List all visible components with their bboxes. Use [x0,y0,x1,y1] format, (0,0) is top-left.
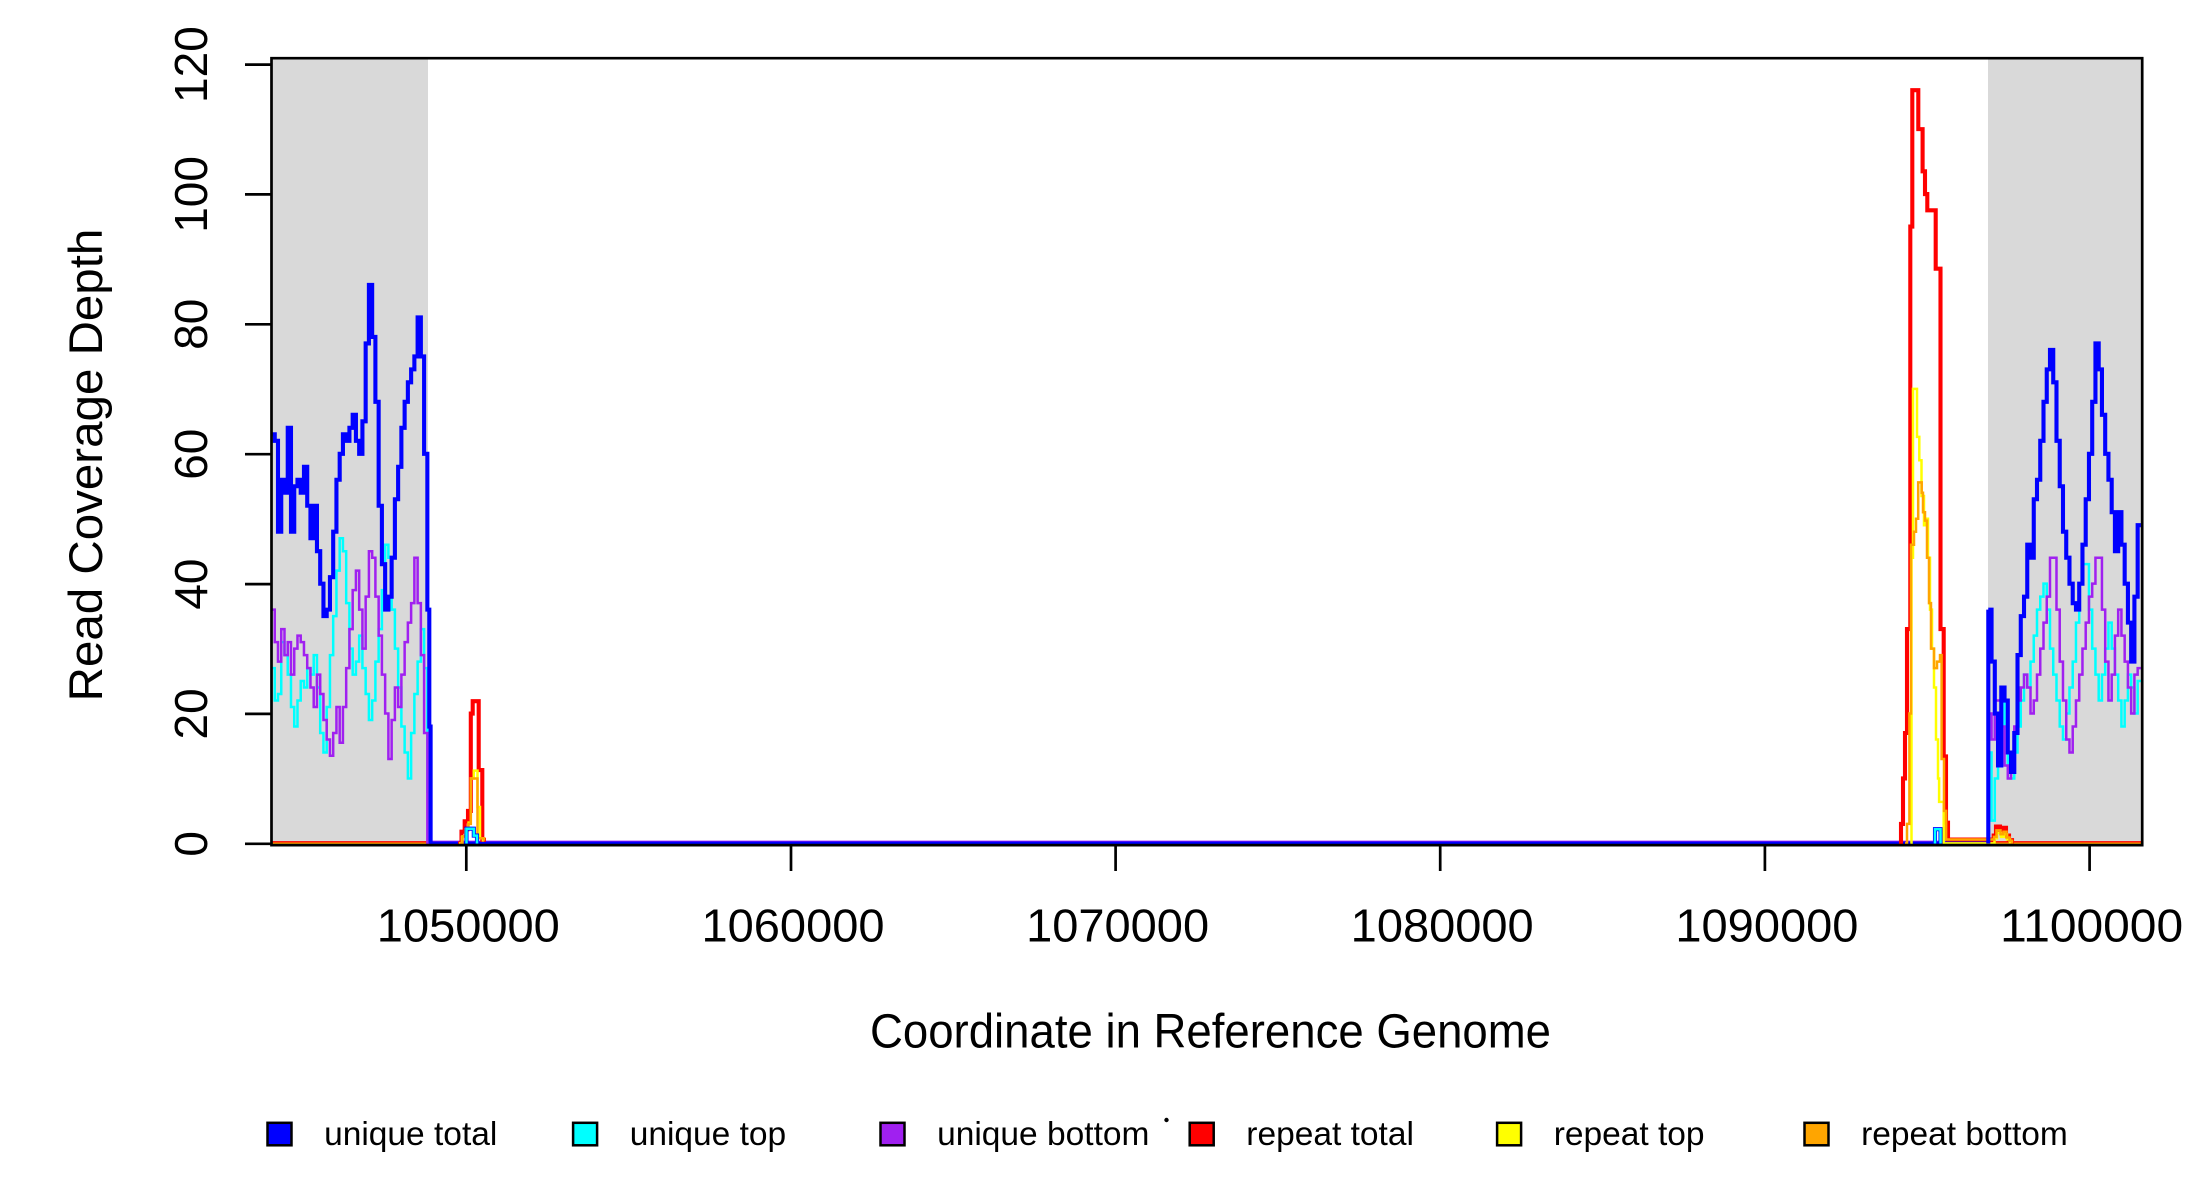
svg-text:1070000: 1070000 [1026,900,1209,952]
svg-text:20: 20 [165,688,217,739]
svg-text:1050000: 1050000 [377,900,560,952]
svg-text:repeat top: repeat top [1554,1116,1705,1153]
svg-text:repeat total: repeat total [1246,1116,1414,1153]
svg-text:80: 80 [165,299,217,350]
svg-text:1060000: 1060000 [702,900,885,952]
svg-text:0: 0 [165,831,217,857]
svg-text:120: 120 [165,26,217,103]
svg-text:40: 40 [165,559,217,610]
svg-text:unique top: unique top [630,1116,786,1153]
svg-text:1100000: 1100000 [2000,900,2183,952]
svg-text:unique bottom: unique bottom [937,1116,1149,1153]
svg-text:1080000: 1080000 [1351,900,1534,952]
svg-text:60: 60 [165,429,217,480]
svg-text:repeat bottom: repeat bottom [1861,1116,2068,1153]
svg-text:100: 100 [165,156,217,233]
svg-text:1090000: 1090000 [1675,900,1858,952]
svg-text:Coordinate in Reference Genome: Coordinate in Reference Genome [870,1005,1551,1059]
svg-text:unique total: unique total [324,1116,497,1153]
svg-text:Read Coverage Depth: Read Coverage Depth [60,229,113,702]
